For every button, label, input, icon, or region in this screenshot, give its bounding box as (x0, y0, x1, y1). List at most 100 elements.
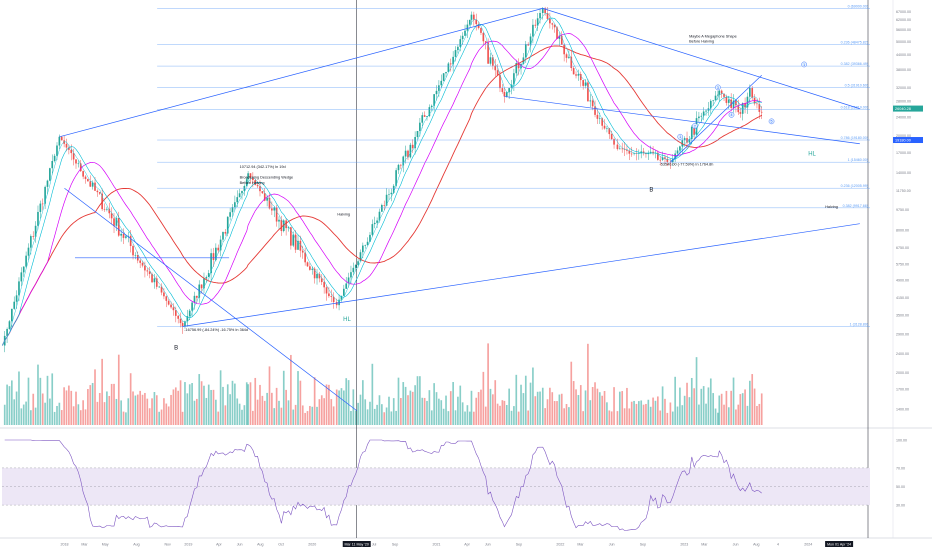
last-price-text: 19180.00 (895, 139, 911, 143)
candle-body (447, 63, 450, 73)
candle-body (553, 24, 556, 28)
volume-bar (177, 390, 180, 425)
candle-body (501, 88, 504, 92)
volume-bar (167, 406, 170, 425)
volume-bar (203, 385, 205, 425)
chart-annotation: -16756.99 (-84.24%) -16.75% In 364d (184, 328, 248, 332)
candle-body (254, 180, 257, 186)
volume-bar (273, 408, 276, 425)
candle-body (177, 315, 180, 319)
volume-bar (575, 389, 577, 425)
fib-level-label: 0 (69000.00) (848, 4, 868, 8)
volume-bar (510, 410, 513, 425)
volume-bar (77, 404, 80, 425)
candle-body (414, 137, 416, 149)
candle-body (468, 19, 471, 25)
candle-body (464, 30, 466, 36)
candle-body (174, 310, 177, 316)
candle-body (170, 304, 172, 308)
candle-body (679, 146, 681, 151)
volume-bar (371, 363, 374, 425)
candle-body (515, 63, 518, 74)
volume-bar (134, 395, 137, 425)
volume-bar (409, 390, 412, 425)
time-tick-highlight (825, 541, 854, 547)
time-tick-label: Aug (257, 543, 263, 547)
candle-body (184, 321, 186, 327)
candle-body (89, 181, 92, 187)
volume-bar (457, 396, 459, 425)
volume-bar (700, 388, 703, 425)
volume-bar (309, 405, 311, 425)
volume-bar (454, 410, 457, 425)
volume-bar (674, 376, 676, 425)
candle-body (717, 94, 719, 96)
volume-bar (219, 370, 222, 425)
candle-body (205, 277, 208, 279)
volume-bar (536, 391, 539, 425)
volume-bar (198, 374, 201, 425)
volume-bar (416, 376, 419, 425)
volume-bar (572, 381, 575, 425)
candle-body (369, 234, 371, 242)
candle-body (594, 106, 596, 115)
last-price-tag (893, 105, 923, 112)
volume-bar (120, 400, 122, 425)
volume-bar (407, 395, 409, 425)
volume-bar (681, 405, 684, 425)
candle-body (243, 186, 246, 191)
volume-bar (541, 387, 544, 425)
candle-body (626, 149, 628, 151)
candle-body (79, 163, 82, 172)
candle-body (207, 273, 210, 278)
volume-bar (212, 389, 215, 425)
time-tick-label: Mar (577, 543, 584, 547)
volume-bar (666, 412, 669, 425)
candle-body (330, 296, 333, 297)
candle-body (760, 111, 763, 113)
time-tick-label: Sep (516, 543, 522, 547)
volume-bar (459, 385, 462, 425)
volume-bar (79, 410, 82, 425)
candle-body (247, 173, 249, 180)
candle-body (301, 250, 304, 253)
volume-bar (621, 391, 624, 425)
fib-level-label: 0.382 (39366.49) (841, 62, 868, 66)
candle-body (77, 163, 80, 165)
volume-bar (556, 401, 558, 425)
volume-bar (705, 403, 707, 425)
volume-bar (13, 399, 16, 425)
candle-body (700, 115, 703, 117)
volume-bar (332, 406, 335, 425)
volume-bar (579, 385, 582, 425)
candle-body (299, 240, 302, 251)
volume-bar (400, 398, 402, 425)
volume-bar (496, 403, 499, 425)
time-tick-label: Aug (753, 543, 759, 547)
volume-bar (524, 375, 527, 425)
fib-level-label: 0.5 (31910.60) (845, 84, 868, 88)
price-tick-label: 3500.00 (896, 313, 909, 317)
volume-bar (529, 382, 532, 425)
volume-bar (647, 399, 650, 425)
candle-body (110, 213, 113, 219)
volume-bar (158, 411, 161, 425)
ma-50-line (2, 17, 762, 346)
candle-body (568, 56, 570, 58)
candle-body (603, 125, 606, 129)
volume-bar (709, 378, 712, 425)
candle-body (499, 74, 501, 89)
candle-body (350, 272, 352, 278)
volume-bar (546, 399, 549, 425)
volume-bar (254, 377, 257, 425)
volume-bar (411, 391, 414, 425)
volume-bar (746, 405, 749, 425)
volume-bar (129, 373, 132, 425)
candle-body (191, 302, 193, 311)
candle-body (345, 283, 348, 289)
volume-bar (243, 405, 246, 425)
candle-body (275, 207, 278, 222)
volume-bar (122, 411, 125, 425)
candle-body (222, 232, 224, 240)
